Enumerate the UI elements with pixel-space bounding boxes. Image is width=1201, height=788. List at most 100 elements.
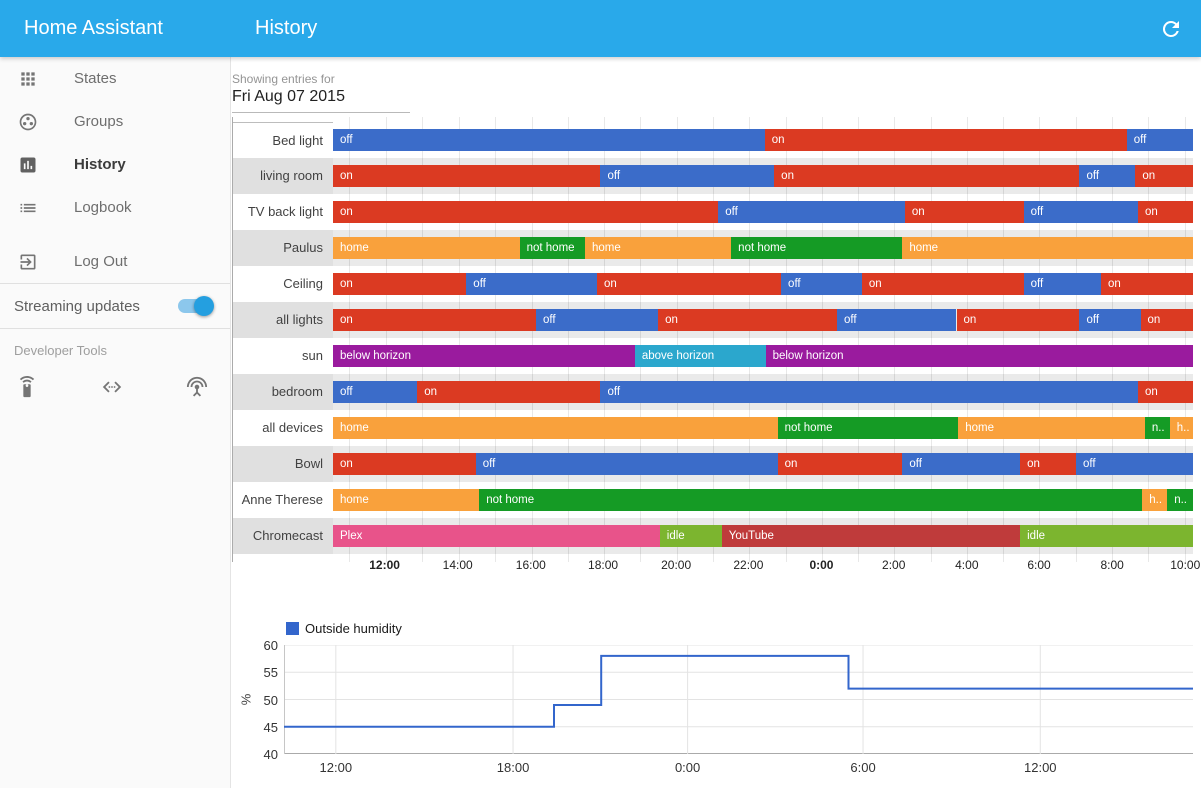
- timeline-row-label: all devices: [233, 410, 333, 446]
- timeline-segment[interactable]: off: [718, 201, 905, 223]
- timeline-segment[interactable]: idle: [659, 525, 722, 547]
- timeline-segment[interactable]: n..: [1144, 417, 1170, 439]
- timeline-segment[interactable]: idle: [1020, 525, 1193, 547]
- timeline-segment[interactable]: off: [1126, 129, 1193, 151]
- timeline-segment[interactable]: home: [584, 237, 732, 259]
- timeline-segment[interactable]: on: [1020, 453, 1077, 475]
- timeline-row-label: bedroom: [233, 374, 333, 410]
- timeline-row-track: home not home h.. n..: [333, 482, 1193, 518]
- timeline-segment[interactable]: Plex: [333, 525, 660, 547]
- timeline-segment[interactable]: on: [417, 381, 601, 403]
- timeline-segment[interactable]: on: [1140, 309, 1193, 331]
- timeline-segment[interactable]: on: [956, 309, 1080, 331]
- timeline-segment[interactable]: off: [836, 309, 957, 331]
- timeline-segment[interactable]: on: [764, 129, 1127, 151]
- timeline-row-track: on off on off on: [333, 158, 1193, 194]
- timeline-segment[interactable]: off: [475, 453, 778, 475]
- streaming-updates-label: Streaming updates: [14, 297, 140, 315]
- dev-templates-button[interactable]: [101, 376, 123, 398]
- timeline-segment[interactable]: off: [535, 309, 659, 331]
- timeline-segment[interactable]: h..: [1169, 417, 1193, 439]
- timeline-row: Bowl on off on off on off: [233, 446, 1193, 482]
- timeline-row-track: on off on off on off: [333, 446, 1193, 482]
- sidebar-item-states[interactable]: States: [0, 57, 230, 100]
- timeline-segment[interactable]: n..: [1167, 489, 1193, 511]
- humidity-y-tick-label: 60: [263, 638, 278, 653]
- timeline-row-label: all lights: [233, 302, 333, 338]
- streaming-updates-toggle[interactable]: [176, 296, 214, 316]
- timeline-segment[interactable]: not home: [479, 489, 1143, 511]
- timeline-segment[interactable]: on: [333, 201, 719, 223]
- timeline-segment[interactable]: on: [333, 273, 467, 295]
- dev-events-button[interactable]: [186, 376, 208, 398]
- refresh-button[interactable]: [1159, 17, 1183, 41]
- timeline-segment[interactable]: on: [774, 165, 1080, 187]
- timeline-segment[interactable]: off: [1023, 273, 1101, 295]
- sidebar-item-history[interactable]: History: [0, 143, 230, 186]
- timeline-segment[interactable]: on: [1135, 165, 1193, 187]
- timeline-segment[interactable]: h..: [1142, 489, 1168, 511]
- legend-swatch: [286, 622, 299, 635]
- timeline-segment[interactable]: on: [777, 453, 903, 475]
- app-title: Home Assistant: [24, 17, 163, 39]
- timeline-segment[interactable]: below horizon: [333, 345, 635, 367]
- timeline-segment[interactable]: on: [333, 309, 536, 331]
- time-axis-label: 10:00: [1170, 558, 1201, 572]
- timeline-segment[interactable]: not home: [731, 237, 903, 259]
- time-axis-label: 8:00: [1100, 558, 1124, 572]
- timeline-segment[interactable]: below horizon: [765, 345, 1193, 367]
- timeline-segment[interactable]: off: [333, 129, 765, 151]
- timeline-segment[interactable]: home: [333, 237, 520, 259]
- timeline-row-track: home not home home not home home: [333, 230, 1193, 266]
- timeline-segment[interactable]: off: [1076, 453, 1193, 475]
- time-axis-label: 2:00: [882, 558, 906, 572]
- timeline-row: living room on off on off on: [233, 158, 1193, 194]
- timeline-segment[interactable]: home: [958, 417, 1145, 439]
- timeline-segment[interactable]: off: [1023, 201, 1138, 223]
- timeline-segment[interactable]: on: [658, 309, 837, 331]
- timeline-segment[interactable]: YouTube: [721, 525, 1021, 547]
- timeline-segment[interactable]: on: [1137, 381, 1193, 403]
- humidity-x-tick-label: 12:00: [319, 760, 353, 775]
- timeline-segment[interactable]: on: [333, 453, 476, 475]
- timeline-segment[interactable]: on: [597, 273, 782, 295]
- refresh-icon: [1159, 17, 1183, 41]
- apps-grid-icon: [18, 69, 38, 89]
- sidebar-item-label: Groups: [74, 113, 124, 130]
- timeline-row-track: below horizon above horizon below horizon: [333, 338, 1193, 374]
- timeline-segment[interactable]: off: [902, 453, 1021, 475]
- sidebar-item-logbook[interactable]: Logbook: [0, 186, 230, 229]
- timeline-segment[interactable]: off: [466, 273, 598, 295]
- timeline-segment[interactable]: home: [333, 489, 480, 511]
- timeline-segment[interactable]: off: [1079, 165, 1136, 187]
- timeline-segment[interactable]: off: [781, 273, 862, 295]
- humidity-y-tick-label: 40: [263, 747, 278, 762]
- timeline-segment[interactable]: off: [1079, 309, 1141, 331]
- timeline-row-track: Plex idle YouTube idle: [333, 518, 1193, 554]
- timeline-segment[interactable]: not home: [777, 417, 959, 439]
- timeline-segment[interactable]: on: [1100, 273, 1193, 295]
- timeline-segment[interactable]: off: [600, 381, 1138, 403]
- timeline-segment[interactable]: on: [861, 273, 1024, 295]
- timeline-segment[interactable]: on: [333, 165, 601, 187]
- timeline-segment[interactable]: not home: [519, 237, 585, 259]
- time-axis-label: 4:00: [955, 558, 979, 572]
- time-axis-label: 0:00: [809, 558, 834, 572]
- dev-services-button[interactable]: [16, 376, 38, 398]
- timeline-segment[interactable]: on: [904, 201, 1024, 223]
- timeline-row-label: Paulus: [233, 230, 333, 266]
- timeline-segment[interactable]: home: [333, 417, 778, 439]
- list-icon: [18, 198, 38, 218]
- sidebar-item-logout[interactable]: Log Out: [0, 240, 230, 283]
- sidebar-item-label: Log Out: [74, 253, 128, 270]
- timeline-row: all devices home not home home n.. h..: [233, 410, 1193, 446]
- timeline-row: bedroom off on off on: [233, 374, 1193, 410]
- sidebar-item-label: States: [74, 70, 117, 87]
- sidebar-item-groups[interactable]: Groups: [0, 100, 230, 143]
- timeline-segment[interactable]: on: [1137, 201, 1193, 223]
- timeline-segment[interactable]: home: [902, 237, 1193, 259]
- date-input[interactable]: Fri Aug 07 2015: [232, 88, 410, 113]
- timeline-segment[interactable]: off: [333, 381, 418, 403]
- timeline-segment[interactable]: off: [600, 165, 775, 187]
- timeline-segment[interactable]: above horizon: [634, 345, 766, 367]
